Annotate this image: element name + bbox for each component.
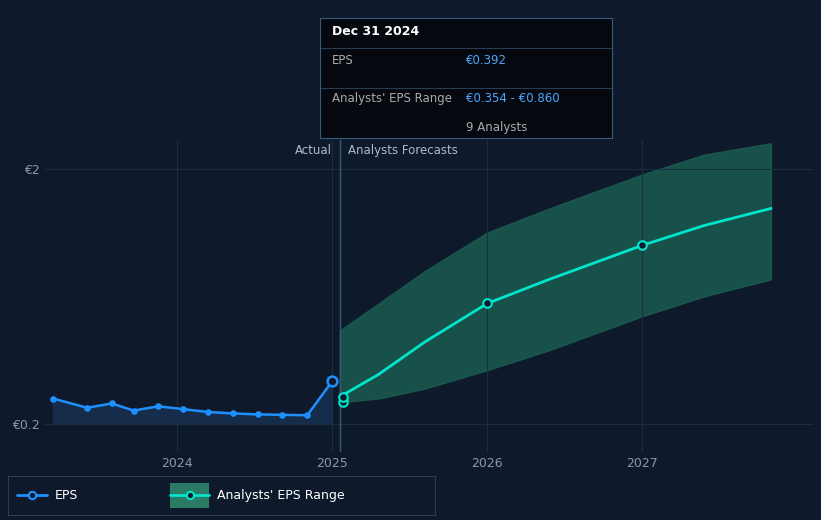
Point bbox=[46, 394, 59, 402]
Point bbox=[80, 404, 94, 412]
Bar bbox=[171, 483, 209, 508]
Text: Actual: Actual bbox=[295, 145, 332, 158]
Point bbox=[227, 409, 240, 418]
Point bbox=[635, 241, 649, 250]
Point bbox=[177, 405, 190, 413]
Text: EPS: EPS bbox=[332, 54, 354, 67]
Point bbox=[429, 314, 442, 322]
Point bbox=[325, 378, 338, 386]
Text: EPS: EPS bbox=[55, 489, 79, 502]
Point bbox=[337, 398, 350, 406]
Point bbox=[480, 300, 493, 308]
Text: Dec 31 2024: Dec 31 2024 bbox=[332, 25, 419, 38]
Point bbox=[105, 399, 118, 408]
Point bbox=[276, 411, 289, 419]
Point bbox=[152, 402, 165, 410]
Point bbox=[251, 410, 264, 419]
Point bbox=[201, 408, 214, 416]
Text: 9 Analysts: 9 Analysts bbox=[466, 121, 527, 134]
Text: Analysts' EPS Range: Analysts' EPS Range bbox=[218, 489, 345, 502]
Text: €0.392: €0.392 bbox=[466, 54, 507, 67]
Text: Analysts Forecasts: Analysts Forecasts bbox=[347, 145, 457, 158]
Point bbox=[337, 393, 350, 401]
Text: Analysts' EPS Range: Analysts' EPS Range bbox=[332, 93, 452, 106]
Point bbox=[325, 378, 338, 386]
Point bbox=[127, 407, 140, 415]
Point bbox=[300, 411, 314, 420]
Text: €0.354 - €0.860: €0.354 - €0.860 bbox=[466, 93, 560, 106]
